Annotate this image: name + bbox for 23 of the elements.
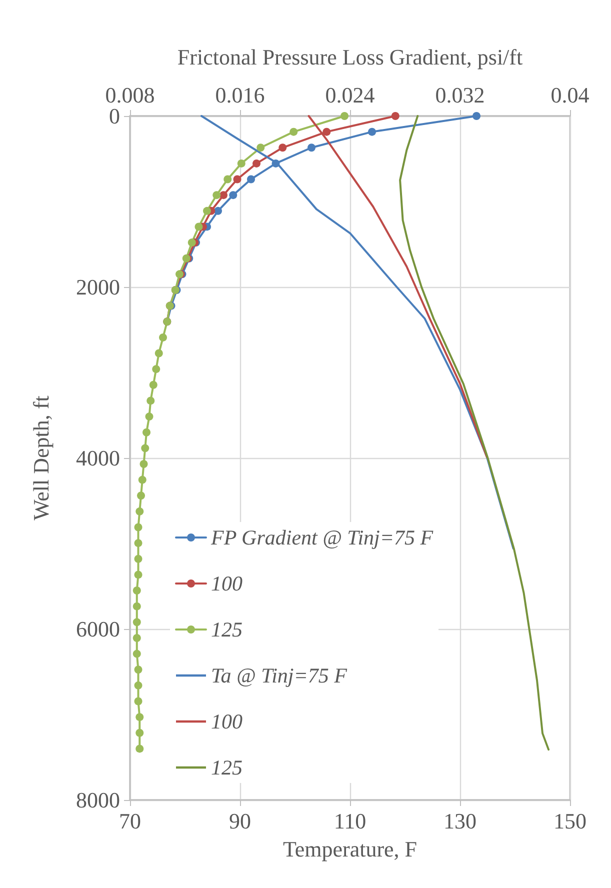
x-tick-label: 90 [229,808,251,834]
legend-label: 125 [211,618,242,642]
y-tick-label: 2000 [76,274,120,300]
x-axis-title: Temperature, F [282,836,418,862]
x2-tick-label: 0.024 [325,82,375,108]
y-axis-title: Well Depth, ft [28,396,54,520]
x2-axis-title: Frictonal Pressure Loss Gradient, psi/ft [177,44,523,70]
legend-label: 125 [211,756,242,780]
x-tick-label: 110 [334,808,366,834]
x2-tick-label: 0.04 [550,82,590,108]
y-tick-label: 4000 [76,446,120,470]
y-tick-label: 6000 [76,616,120,642]
x2-tick-label: 0.032 [435,82,485,108]
x-tick-label: 70 [119,808,141,834]
x2-tick-label: 0.016 [215,82,265,108]
x-tick-label: 130 [444,808,476,834]
y-tick-label: 8000 [76,788,120,812]
legend-label: FP Gradient @ Tinj=75 F [210,526,434,550]
legend-label: 100 [211,572,243,596]
x-tick-label: 150 [554,808,586,834]
line-series [200,115,514,550]
legend-label: Ta @ Tinj=75 F [211,664,348,688]
legend-label: 100 [211,710,243,734]
